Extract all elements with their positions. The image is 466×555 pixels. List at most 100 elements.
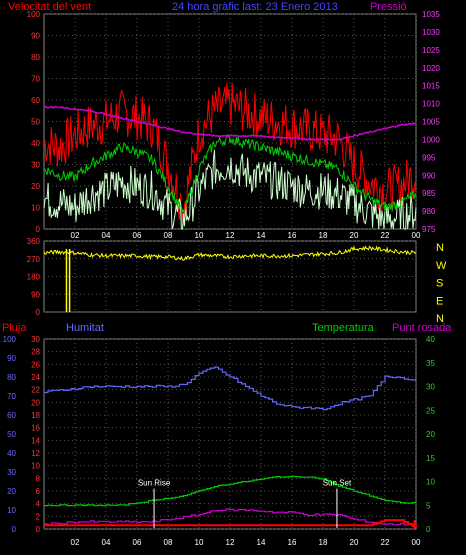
rain-tick-label: 4 — [36, 500, 41, 509]
x-tick-label: 18 — [319, 231, 328, 240]
x-tick-label: 00 — [412, 231, 421, 240]
humidity-tick-label: 20 — [7, 487, 16, 496]
x-tick-label: 22 — [381, 538, 390, 547]
temp-tick-label: 40 — [426, 335, 435, 344]
rain-tick-label: 30 — [31, 335, 40, 344]
humidity-label: Humitat — [66, 322, 104, 334]
x-tick-label: 14 — [257, 231, 266, 240]
humidity-tick-label: 70 — [7, 392, 16, 401]
y-tick-label: 985 — [422, 189, 436, 198]
y-tick-label: 1005 — [422, 118, 440, 127]
temp-tick-label: 10 — [426, 478, 435, 487]
x-tick-label: 16 — [288, 231, 297, 240]
x-tick-label: 12 — [226, 538, 235, 547]
x-tick-label: 02 — [71, 231, 80, 240]
sunrise-label: Sun Rise — [138, 479, 171, 488]
x-tick-label: 14 — [257, 538, 266, 547]
x-tick-label: 04 — [102, 538, 111, 547]
sunset-label: Sun Set — [323, 479, 352, 488]
y-tick-label: 10 — [31, 204, 40, 213]
y-tick-label: 60 — [31, 96, 40, 105]
direction-letter: N — [436, 242, 444, 254]
y-tick-label: 990 — [422, 171, 436, 180]
x-tick-label: 00 — [412, 538, 421, 547]
y-tick-label: 360 — [27, 237, 41, 246]
pressure-label: Pressió — [370, 1, 407, 13]
humidity-tick-label: 30 — [7, 468, 16, 477]
wind-speed-label: Velocitat del vent — [8, 1, 91, 13]
x-tick-label: 20 — [350, 231, 359, 240]
x-tick-label: 16 — [288, 538, 297, 547]
rain-tick-label: 26 — [31, 360, 40, 369]
y-tick-label: 270 — [27, 255, 41, 264]
y-tick-label: 1035 — [422, 10, 440, 19]
y-tick-label: 980 — [422, 207, 436, 216]
y-tick-label: 1010 — [422, 100, 440, 109]
humidity-tick-label: 0 — [12, 525, 17, 534]
y-tick-label: 0 — [36, 308, 41, 317]
y-tick-label: 90 — [31, 32, 40, 41]
temp-tick-label: 15 — [426, 454, 435, 463]
y-tick-label: 1030 — [422, 28, 440, 37]
x-tick-label: 08 — [164, 231, 173, 240]
rain-tick-label: 2 — [36, 512, 41, 521]
y-tick-label: 180 — [27, 273, 41, 282]
avg-wind-series — [43, 134, 417, 214]
rain-series — [44, 519, 417, 528]
rain-tick-label: 14 — [31, 436, 40, 445]
x-tick-label: 02 — [71, 538, 80, 547]
rain-tick-label: 24 — [31, 373, 40, 382]
pressure-series — [43, 105, 417, 142]
humidity-tick-label: 100 — [3, 335, 17, 344]
x-tick-label: 22 — [381, 231, 390, 240]
rain-tick-label: 18 — [31, 411, 40, 420]
y-tick-label: 1025 — [422, 46, 440, 55]
temp-tick-label: 30 — [426, 383, 435, 392]
y-tick-label: 995 — [422, 153, 436, 162]
x-tick-label: 04 — [102, 231, 111, 240]
x-tick-label: 12 — [226, 231, 235, 240]
rain-label: Pluja — [2, 322, 27, 334]
rain-tick-label: 12 — [31, 449, 40, 458]
y-tick-label: 50 — [31, 118, 40, 127]
gust-series — [43, 82, 417, 227]
x-tick-label: 18 — [319, 538, 328, 547]
x-tick-label: 20 — [350, 538, 359, 547]
x-tick-label: 06 — [133, 231, 142, 240]
humidity-tick-label: 50 — [7, 430, 16, 439]
direction-letter: S — [436, 278, 443, 290]
dewpoint-label: Punt rosada — [392, 322, 452, 334]
rain-tick-label: 22 — [31, 386, 40, 395]
humidity-tick-label: 40 — [7, 449, 16, 458]
temperature-label: Temperatura — [312, 322, 375, 334]
humidity-series — [44, 366, 417, 411]
direction-letter: W — [436, 260, 447, 272]
x-tick-label: 10 — [195, 538, 204, 547]
temp-tick-label: 35 — [426, 359, 435, 368]
y-tick-label: 975 — [422, 225, 436, 234]
dewpoint-series — [44, 508, 417, 526]
y-tick-label: 1000 — [422, 135, 440, 144]
x-tick-label: 06 — [133, 538, 142, 547]
direction-letter: E — [436, 295, 443, 307]
temp-tick-label: 5 — [426, 501, 431, 510]
x-tick-label: 08 — [164, 538, 173, 547]
humidity-tick-label: 80 — [7, 373, 16, 382]
temp-tick-label: 25 — [426, 406, 435, 415]
rain-tick-label: 28 — [31, 348, 40, 357]
y-tick-label: 30 — [31, 161, 40, 170]
y-tick-label: 80 — [31, 53, 40, 62]
rain-tick-label: 0 — [36, 525, 41, 534]
y-tick-label: 20 — [31, 182, 40, 191]
rain-tick-label: 10 — [31, 462, 40, 471]
x-tick-label: 10 — [195, 231, 204, 240]
y-tick-label: 70 — [31, 75, 40, 84]
chart-title: 24 hora gràfic last: 23 Enero 2013 — [172, 1, 338, 13]
humidity-tick-label: 10 — [7, 506, 16, 515]
y-tick-label: 0 — [36, 225, 41, 234]
direction-series — [43, 245, 417, 261]
humidity-tick-label: 90 — [7, 354, 16, 363]
rain-tick-label: 6 — [36, 487, 41, 496]
y-tick-label: 1015 — [422, 82, 440, 91]
